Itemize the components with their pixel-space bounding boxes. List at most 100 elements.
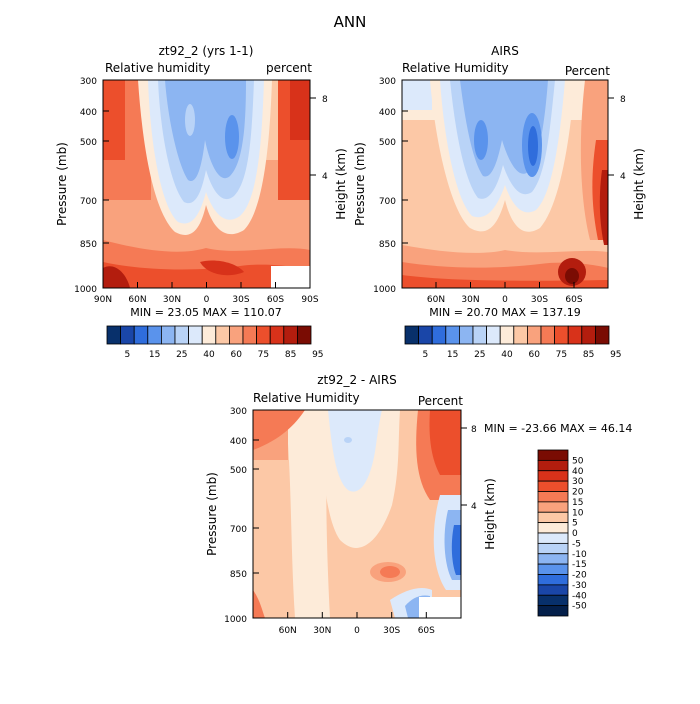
x-tick-label: 90N bbox=[94, 295, 112, 305]
contour-fill bbox=[200, 260, 244, 276]
y2-axis-label: Height (km) bbox=[334, 148, 348, 219]
colorbar-swatch bbox=[215, 325, 230, 345]
panel-left-label: Relative Humidity bbox=[253, 391, 360, 405]
contour-fill bbox=[402, 80, 432, 110]
colorbar-label: 5 bbox=[572, 519, 578, 529]
contour-fill bbox=[165, 80, 246, 182]
y-axis-label: Pressure (mb) bbox=[353, 142, 367, 226]
x-tick-label: 60N bbox=[427, 295, 445, 305]
colorbar-swatch bbox=[296, 325, 312, 345]
y-tick-label: 500 bbox=[80, 138, 97, 148]
missing-data-mask bbox=[271, 266, 310, 288]
panel-title: zt92_2 - AIRS bbox=[317, 373, 397, 387]
colorbar-swatch bbox=[537, 491, 569, 503]
y-tick-label: 300 bbox=[230, 407, 247, 417]
colorbar-label: 85 bbox=[583, 350, 594, 360]
colorbar-swatch bbox=[537, 459, 569, 472]
x-tick-label: 30N bbox=[313, 626, 331, 636]
y2-tick-label: 4 bbox=[471, 502, 477, 512]
colorbar-swatch bbox=[160, 325, 176, 345]
contour-fill bbox=[290, 80, 310, 140]
panel-model: zt92_2 (yrs 1-1) Relative humidity perce… bbox=[55, 44, 348, 360]
colorbar-swatch bbox=[537, 480, 569, 492]
x-tick-label: 60S bbox=[565, 295, 582, 305]
colorbar-swatch bbox=[537, 532, 569, 544]
y-tick-label: 400 bbox=[230, 437, 247, 447]
colorbar-swatch bbox=[120, 325, 135, 345]
contour-fill bbox=[451, 525, 461, 575]
colorbar-swatch bbox=[201, 325, 217, 345]
y-tick-label: 300 bbox=[379, 77, 396, 87]
y2-axis: 8 4 Height (km) bbox=[461, 425, 497, 550]
contour-field bbox=[402, 80, 608, 288]
y-tick-label: 400 bbox=[80, 108, 97, 118]
contour-fill bbox=[253, 590, 265, 618]
colorbar-label: -20 bbox=[572, 571, 587, 581]
colorbar-label: 15 bbox=[149, 350, 160, 360]
colorbar-swatch bbox=[106, 325, 122, 345]
colorbar-swatch bbox=[537, 605, 569, 617]
colorbar-label: 30 bbox=[572, 477, 584, 487]
colorbar-swatch bbox=[537, 574, 569, 586]
colorbar-swatch bbox=[537, 449, 569, 461]
y2-tick-label: 4 bbox=[620, 172, 626, 182]
y-tick-label: 1000 bbox=[74, 285, 97, 295]
colorbar-label: 95 bbox=[610, 350, 621, 360]
contour-field bbox=[253, 410, 461, 618]
colorbar-swatch bbox=[228, 325, 244, 345]
colorbar-swatch bbox=[242, 325, 258, 345]
x-tick-label: 30S bbox=[531, 295, 548, 305]
contour-fill bbox=[474, 120, 488, 160]
contour-fill bbox=[253, 410, 305, 450]
colorbar-swatch bbox=[418, 325, 433, 345]
colorbar-swatch bbox=[567, 325, 583, 345]
y-tick-label: 1000 bbox=[224, 615, 247, 625]
figure-title: ANN bbox=[334, 13, 367, 31]
y2-tick-label: 4 bbox=[322, 172, 328, 182]
y-tick-label: 1000 bbox=[373, 285, 396, 295]
contour-fill bbox=[328, 410, 382, 492]
contour-field bbox=[103, 80, 310, 288]
x-tick-label: 30S bbox=[232, 295, 249, 305]
colorbar-label: 0 bbox=[572, 529, 578, 539]
contour-fill bbox=[528, 126, 538, 166]
colorbar-label: 15 bbox=[572, 498, 583, 508]
y2-tick-label: 8 bbox=[620, 95, 626, 105]
contour-fill bbox=[185, 104, 195, 136]
colorbar-swatch bbox=[537, 511, 569, 524]
contour-fill bbox=[225, 115, 239, 159]
colorbar-label: 85 bbox=[285, 350, 296, 360]
panel-right-label: percent bbox=[266, 61, 312, 75]
panel-title: AIRS bbox=[491, 44, 519, 58]
colorbar-swatch bbox=[527, 325, 542, 345]
panel-right-label: Percent bbox=[418, 394, 463, 408]
colorbar-label: 25 bbox=[176, 350, 187, 360]
colorbar-swatch bbox=[472, 325, 488, 345]
colorbar-label: 5 bbox=[125, 350, 131, 360]
y-tick-label: 700 bbox=[80, 197, 97, 207]
colorbar-label: -30 bbox=[572, 581, 587, 591]
colorbar-swatch bbox=[554, 325, 569, 345]
y2-axis-label: Height (km) bbox=[483, 478, 497, 549]
panel-left-label: Relative Humidity bbox=[402, 61, 509, 75]
panel-diff: zt92_2 - AIRS Relative Humidity Percent bbox=[205, 373, 632, 636]
colorbar-label: 20 bbox=[572, 488, 584, 498]
colorbar-label: -15 bbox=[572, 560, 587, 570]
colorbar-swatch bbox=[269, 325, 285, 345]
missing-data-mask bbox=[419, 597, 461, 618]
x-tick-label: 60N bbox=[128, 295, 146, 305]
y-tick-label: 700 bbox=[379, 197, 396, 207]
y-axis-label: Pressure (mb) bbox=[55, 142, 69, 226]
colorbar-label: 15 bbox=[447, 350, 458, 360]
contour-fill bbox=[429, 410, 461, 475]
colorbar-swatch bbox=[283, 325, 298, 345]
y-tick-label: 850 bbox=[379, 240, 396, 250]
colorbar-swatch bbox=[537, 542, 569, 555]
x-tick-label: 90S bbox=[301, 295, 318, 305]
contour-fill bbox=[103, 266, 130, 288]
colorbar-swatch bbox=[499, 325, 515, 345]
panel-title: zt92_2 (yrs 1-1) bbox=[159, 44, 254, 58]
panel-obs: AIRS Relative Humidity Percent bbox=[353, 44, 646, 360]
y-tick-label: 500 bbox=[230, 466, 247, 476]
